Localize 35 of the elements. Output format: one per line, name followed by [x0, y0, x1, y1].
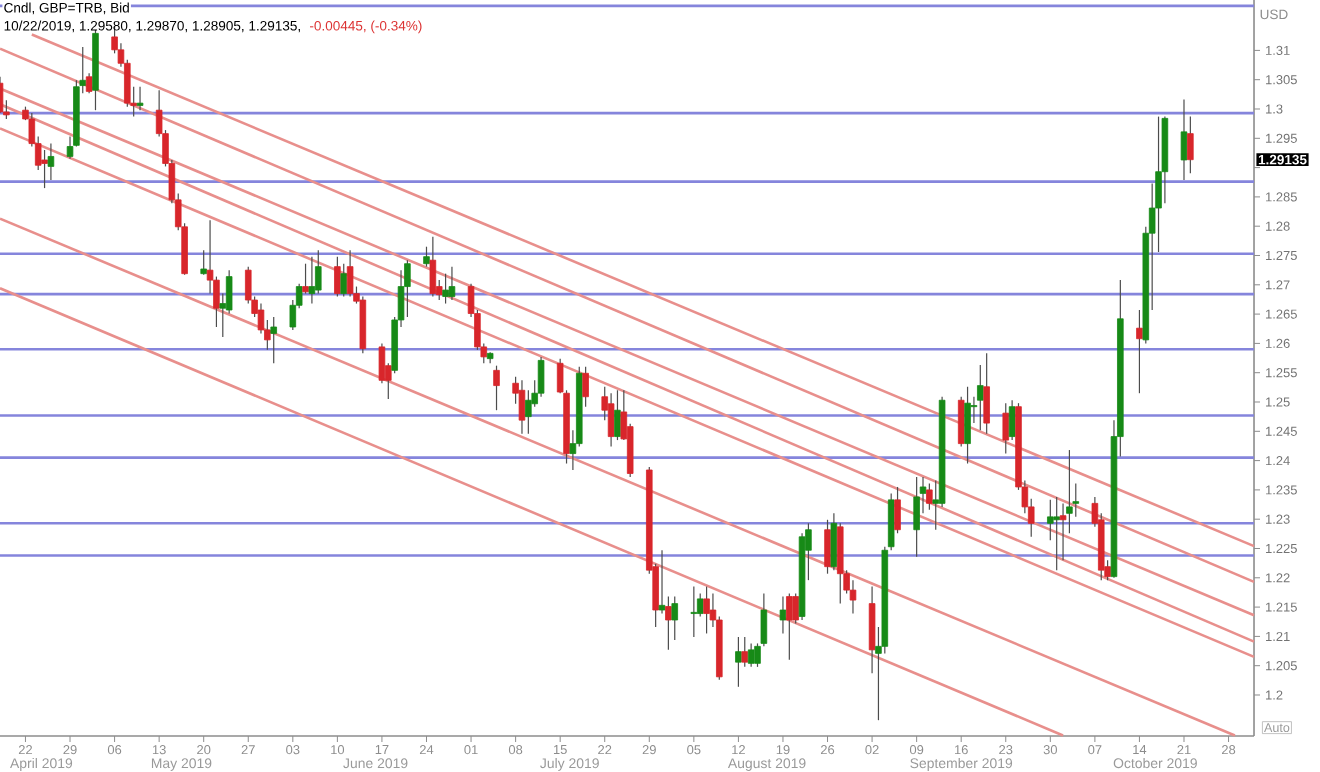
candlestick: [47, 142, 55, 181]
candlestick: [894, 486, 901, 534]
candlestick: [340, 263, 347, 298]
candlestick: [913, 476, 920, 558]
candlestick: [442, 273, 449, 305]
candlestick: [607, 392, 615, 448]
candlestick: [887, 492, 895, 551]
candlestick: [136, 86, 144, 111]
candlestick: [518, 379, 526, 435]
candlestick: [493, 365, 500, 411]
candlestick: [779, 595, 787, 635]
candlestick: [270, 316, 277, 364]
candlestick: [1187, 116, 1194, 174]
candlestick: [582, 366, 589, 408]
candlestick: [614, 389, 621, 441]
candlestick: [1180, 99, 1188, 181]
candlestick: [741, 636, 749, 668]
candlestick: [964, 386, 971, 465]
candlestick: [448, 266, 456, 301]
candlestick: [429, 236, 437, 298]
candlestick: [1053, 496, 1060, 571]
candlestick: [735, 636, 742, 688]
candlestick: [747, 642, 755, 668]
candlestick: [1002, 402, 1010, 455]
candlestick: [703, 585, 710, 635]
candlestick: [334, 256, 341, 298]
candlestick: [983, 352, 990, 435]
candlestick: [41, 149, 48, 189]
candlestick: [786, 593, 793, 661]
candlestick: [308, 256, 316, 305]
candlestick: [690, 585, 698, 638]
candlestick: [302, 263, 309, 295]
candlestick: [346, 249, 354, 298]
candlestick: [1136, 309, 1143, 394]
candlestick: [824, 519, 831, 575]
